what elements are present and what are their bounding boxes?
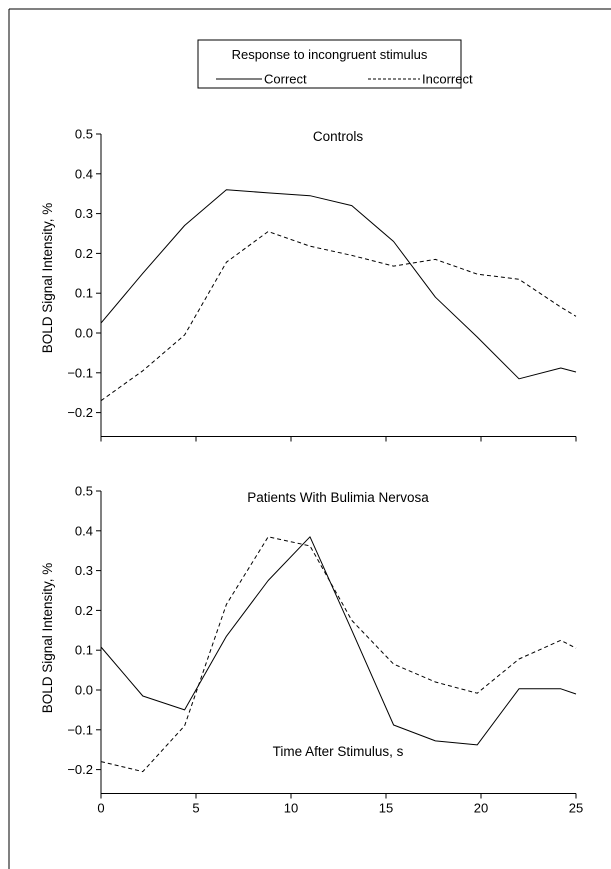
bulimia-x-tick-label: 20 — [474, 800, 488, 815]
bulimia-y-tick-label: 0.1 — [75, 643, 93, 658]
bulimia-y-tick-label: 0.5 — [75, 484, 93, 499]
controls-y-tick-label: 0.1 — [75, 286, 93, 301]
legend-label-incorrect: Incorrect — [422, 72, 473, 87]
legend-box — [197, 39, 462, 89]
bulimia-y-tick-label: 0.2 — [75, 603, 93, 618]
bulimia-x-tick-label: 0 — [97, 800, 104, 815]
controls-panel-title: Controls — [313, 129, 364, 144]
controls-y-tick-label: −0.2 — [67, 405, 93, 420]
bulimia-x-tick-label: 15 — [379, 800, 393, 815]
controls-panel: Controls BOLD Signal Intensity, % 0.5 0.4… — [40, 127, 577, 442]
bulimia-x-tick-label: 10 — [284, 800, 298, 815]
bulimia-correct-series-line — [100, 536, 577, 746]
bulimia-x-tick-label: 5 — [192, 800, 199, 815]
bulimia-y-tick-label: 0.4 — [75, 523, 93, 538]
bulimia-x-tick-label: 25 — [569, 800, 583, 815]
bulimia-panel-title: Patients With Bulimia Nervosa — [247, 490, 429, 505]
bulimia-y-tick-label: −0.2 — [67, 762, 93, 777]
x-axis-title: Time After Stimulus, s — [273, 744, 404, 759]
controls-y-tick-label: 0.3 — [75, 206, 93, 221]
controls-incorrect-series-line — [100, 231, 577, 402]
bulimia-y-tick-label: 0.0 — [75, 683, 93, 698]
controls-y-tick-label: −0.1 — [67, 365, 93, 380]
controls-correct-series-line — [100, 189, 577, 380]
bulimia-y-axis-title: BOLD Signal Intensity, % — [40, 563, 55, 714]
bulimia-panel: Patients With Bulimia Nervosa BOLD Signa… — [40, 484, 583, 816]
legend-title: Response to incongruent stimulus — [232, 47, 428, 62]
controls-y-tick-label: 0.2 — [75, 246, 93, 261]
controls-y-axis-title: BOLD Signal Intensity, % — [40, 203, 55, 354]
legend: Response to incongruent stimulus Correct… — [197, 39, 473, 89]
bulimia-y-tick-label: 0.3 — [75, 563, 93, 578]
legend-label-correct: Correct — [264, 72, 307, 87]
controls-y-tick-label: 0.0 — [75, 326, 93, 341]
bulimia-y-tick-label: −0.1 — [67, 722, 93, 737]
controls-y-tick-label: 0.4 — [75, 166, 93, 181]
controls-y-tick-label: 0.5 — [75, 127, 93, 142]
bulimia-incorrect-series-line — [100, 536, 577, 773]
